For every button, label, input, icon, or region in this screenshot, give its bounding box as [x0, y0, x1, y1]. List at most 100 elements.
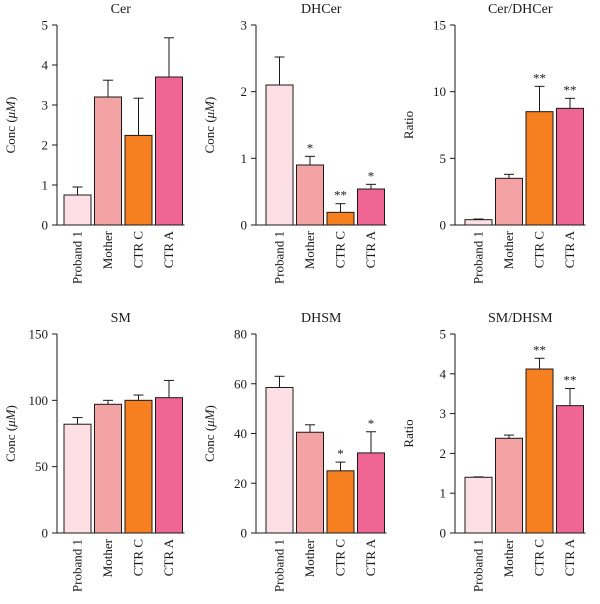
category-label-proband-1: Proband 1 — [471, 539, 486, 592]
panel-title: DHCer — [301, 2, 342, 17]
category-label-ctr-a: CTR A — [363, 230, 378, 268]
panel-title: SM/DHSM — [488, 311, 553, 326]
y-tick-label: 2 — [42, 138, 49, 153]
bar-ctr-c — [525, 111, 554, 226]
significance-marker: ** — [334, 188, 347, 203]
category-label-ctr-a: CTR A — [562, 230, 577, 268]
category-label-ctr-c: CTR C — [333, 539, 348, 576]
y-tick-label: 4 — [440, 366, 447, 381]
bar-proband-1 — [265, 84, 294, 226]
y-tick-label: 50 — [35, 459, 48, 474]
y-tick-label: 0 — [42, 218, 49, 233]
panel-title: Cer/DHCer — [488, 2, 553, 17]
panel-title: Cer — [111, 2, 132, 17]
y-tick-label: 10 — [433, 84, 446, 99]
bar-ctr-a — [357, 188, 385, 226]
bar-proband-1 — [63, 423, 92, 534]
bar-ctr-a — [155, 397, 183, 534]
category-label-mother: Mother — [302, 538, 317, 577]
bar-proband-1 — [464, 219, 493, 226]
bar-ctr-a — [155, 76, 183, 226]
bar-proband-1 — [63, 194, 92, 226]
y-axis-label: Ratio — [401, 111, 416, 139]
bar-ctr-c — [326, 470, 355, 534]
category-label-mother: Mother — [501, 230, 516, 269]
y-tick-label: 60 — [234, 376, 247, 391]
bar-mother — [94, 403, 122, 534]
category-label-ctr-a: CTR A — [161, 538, 176, 576]
category-label-ctr-c: CTR C — [532, 231, 547, 268]
panel-title: SM — [111, 311, 132, 326]
panel-sm-dhsm: SM/DHSM Ratio 0 1 2 3 4 5 Proband 1 Mother ** CTR C… — [401, 311, 586, 592]
y-axis-label: Conc (μM) — [202, 405, 217, 462]
significance-marker: ** — [533, 70, 546, 85]
bar-proband-1 — [464, 476, 493, 534]
significance-marker: * — [337, 446, 344, 461]
category-label-ctr-c: CTR C — [131, 539, 146, 576]
y-tick-label: 150 — [29, 327, 49, 342]
y-tick-label: 2 — [241, 84, 248, 99]
bar-ctr-a — [556, 405, 584, 534]
y-tick-label: 20 — [234, 476, 247, 491]
y-tick-label: 3 — [241, 18, 248, 33]
y-tick-label: 5 — [440, 327, 447, 342]
bar-ctr-a — [556, 107, 584, 226]
category-label-proband-1: Proband 1 — [70, 231, 85, 284]
significance-marker: * — [368, 168, 375, 183]
category-label-ctr-c: CTR C — [333, 231, 348, 268]
y-tick-label: 3 — [440, 406, 447, 421]
bar-ctr-c — [124, 134, 153, 226]
category-label-mother: Mother — [501, 538, 516, 577]
bar-mother — [296, 431, 324, 534]
y-tick-label: 40 — [234, 426, 247, 441]
y-tick-label: 0 — [241, 526, 248, 541]
panel-cer-dhcer: Cer/DHCer Ratio 0 5 10 15 Proband 1 Mother ** CTR… — [401, 2, 586, 284]
y-axis-label: Ratio — [401, 419, 416, 447]
bar-ctr-c — [326, 211, 355, 226]
y-tick-label: 5 — [42, 18, 49, 33]
bar-mother — [495, 437, 523, 534]
bar-ctr-a — [357, 452, 385, 534]
category-label-mother: Mother — [302, 230, 317, 269]
category-label-proband-1: Proband 1 — [70, 539, 85, 592]
significance-marker: ** — [564, 373, 577, 388]
category-label-ctr-a: CTR A — [363, 538, 378, 576]
category-label-ctr-c: CTR C — [532, 539, 547, 576]
significance-marker: * — [368, 416, 375, 431]
category-label-proband-1: Proband 1 — [272, 539, 287, 592]
panel-sm: SM Conc (μM) 0 50 100 150 Proband 1 Mother CTR C… — [3, 311, 185, 592]
significance-marker: * — [307, 140, 314, 155]
panel-dhcer: DHCer Conc (μM) 0 1 2 3 Proband 1 * Mother ** CTR … — [202, 2, 387, 284]
category-label-mother: Mother — [100, 230, 115, 269]
panel-cer: Cer Conc (μM) 0 1 2 3 4 5 Proband 1 Mother CTR C CT… — [3, 2, 185, 284]
bar-mother — [296, 164, 324, 226]
y-tick-label: 0 — [440, 526, 447, 541]
significance-marker: ** — [533, 342, 546, 357]
y-tick-label: 0 — [440, 218, 447, 233]
category-label-ctr-a: CTR A — [161, 230, 176, 268]
y-axis-label: Conc (μM) — [202, 97, 217, 154]
category-label-proband-1: Proband 1 — [272, 231, 287, 284]
significance-marker: ** — [564, 82, 577, 97]
y-tick-label: 1 — [42, 178, 49, 193]
bar-proband-1 — [265, 386, 294, 534]
category-label-ctr-a: CTR A — [562, 538, 577, 576]
category-label-ctr-c: CTR C — [131, 231, 146, 268]
panel-title: DHSM — [301, 311, 342, 326]
y-tick-label: 1 — [241, 151, 248, 166]
bar-mother — [495, 177, 523, 226]
panel-dhsm: DHSM Conc (μM) 0 20 40 60 80 Proband 1 Mother * CT… — [202, 311, 387, 592]
y-tick-label: 15 — [433, 18, 446, 33]
bar-ctr-c — [124, 399, 153, 534]
y-tick-label: 0 — [42, 526, 49, 541]
y-tick-label: 100 — [29, 393, 49, 408]
y-tick-label: 5 — [440, 151, 447, 166]
y-tick-label: 80 — [234, 327, 247, 342]
y-tick-label: 2 — [440, 446, 447, 461]
bar-mother — [94, 96, 122, 226]
y-axis-label: Conc (μM) — [3, 97, 18, 154]
y-tick-label: 0 — [241, 218, 248, 233]
category-label-mother: Mother — [100, 538, 115, 577]
y-tick-label: 3 — [42, 98, 49, 113]
